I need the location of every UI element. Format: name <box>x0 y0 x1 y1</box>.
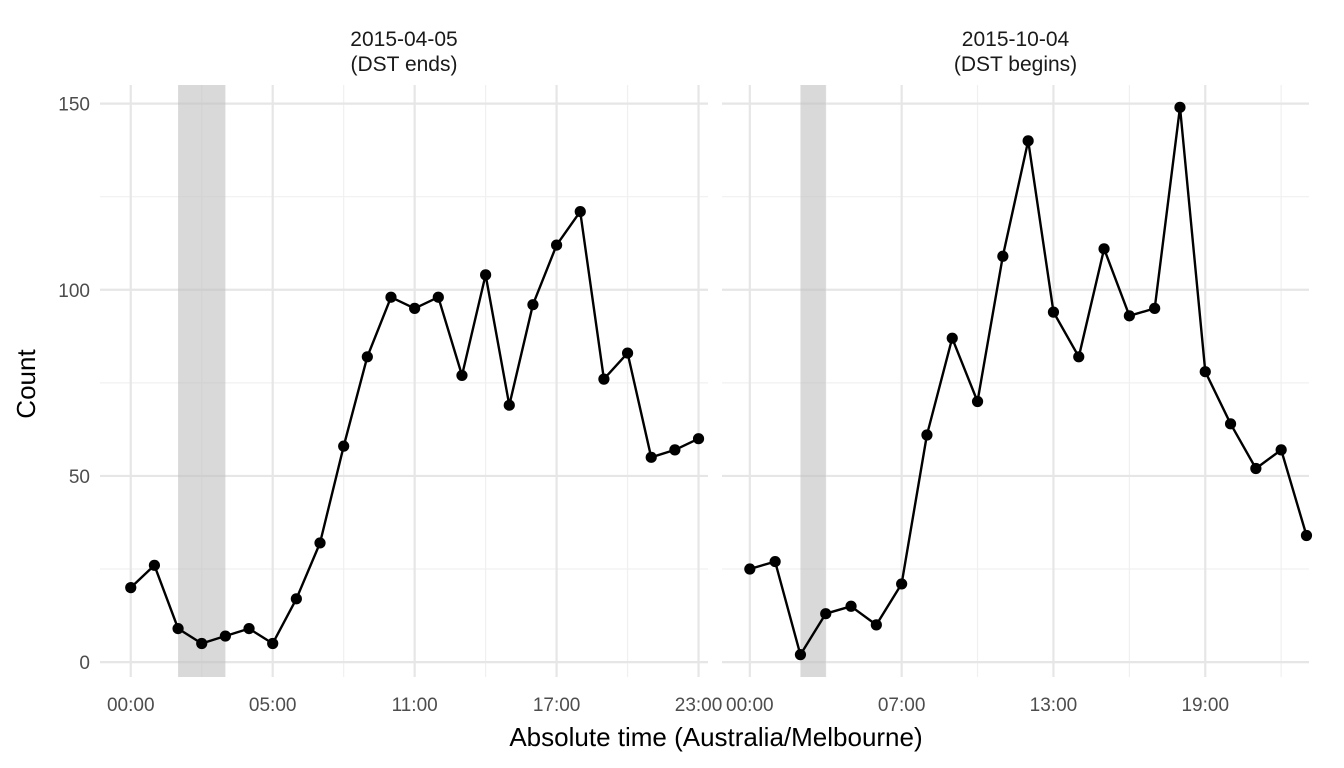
x-tick-label: 19:00 <box>1181 695 1229 716</box>
facet-title-note: (DST begins) <box>954 53 1077 76</box>
data-point <box>1098 243 1110 255</box>
data-point <box>574 205 586 218</box>
data-point <box>896 578 908 590</box>
data-point <box>409 302 421 314</box>
data-point <box>946 332 958 344</box>
data-point <box>1174 101 1186 113</box>
series-line <box>749 106 1308 656</box>
data-point <box>385 291 397 303</box>
data-point <box>1250 462 1262 475</box>
data-point <box>845 600 857 612</box>
data-point <box>361 351 373 363</box>
panel-1: 00:00 05:00 11:00 17:00 23:00 0 50 100 150 2015-0… <box>58 28 722 716</box>
data-point <box>480 269 492 281</box>
data-point <box>794 649 807 661</box>
facet-title-date: 2015-10-04 <box>962 28 1070 51</box>
data-point <box>769 555 781 568</box>
facet-title-date: 2015-04-05 <box>350 28 457 51</box>
x-tick-label: 00:00 <box>107 695 155 716</box>
data-point <box>550 239 563 251</box>
data-point <box>219 630 231 642</box>
data-point <box>172 622 184 635</box>
data-point <box>432 291 444 303</box>
y-tick-label: 0 <box>79 653 90 674</box>
data-point <box>1073 351 1085 363</box>
data-point <box>1123 310 1135 322</box>
y-tick-label: 100 <box>58 281 90 302</box>
data-point <box>503 399 515 411</box>
data-point <box>621 347 634 359</box>
y-axis-title: Count <box>11 349 41 419</box>
data-point <box>338 440 350 452</box>
data-point <box>1022 135 1034 147</box>
data-point <box>314 537 326 549</box>
data-point <box>196 637 208 650</box>
facet-title-note: (DST ends) <box>351 53 458 76</box>
data-point <box>527 299 539 311</box>
x-tick-label: 05:00 <box>249 695 297 716</box>
x-tick-label: 17:00 <box>533 695 581 716</box>
dst-shade <box>800 85 826 677</box>
data-point <box>870 619 882 631</box>
data-point <box>267 637 279 650</box>
x-axis-title: Absolute time (Australia/Melbourne) <box>509 722 922 752</box>
panel-2: 00:00 07:00 13:00 19:00 2015-10-04(DST begin… <box>722 28 1313 716</box>
data-point <box>148 559 161 571</box>
x-tick-label: 23:00 <box>675 695 723 716</box>
x-tick-label: 07:00 <box>878 695 926 716</box>
data-point <box>1300 529 1313 542</box>
data-point <box>645 451 657 463</box>
data-point <box>820 608 832 620</box>
data-point <box>971 395 984 408</box>
data-point <box>997 250 1009 262</box>
data-point <box>598 373 610 385</box>
data-point <box>1224 418 1237 430</box>
y-tick-label: 50 <box>69 467 90 488</box>
data-point <box>1199 366 1211 378</box>
data-point <box>1275 444 1287 456</box>
data-point <box>290 593 302 605</box>
data-point <box>744 563 756 575</box>
dst-shade <box>178 85 226 677</box>
x-tick-label: 11:00 <box>392 695 438 716</box>
data-point <box>243 622 255 635</box>
x-tick-label: 13:00 <box>1030 695 1078 716</box>
data-point <box>456 369 468 382</box>
data-point <box>921 429 933 441</box>
data-point <box>125 582 137 594</box>
data-point <box>692 433 705 445</box>
data-point <box>1047 306 1060 318</box>
data-point <box>1149 302 1161 314</box>
x-tick-label: 00:00 <box>726 695 774 716</box>
y-tick-label: 150 <box>58 95 90 116</box>
data-point <box>669 444 681 456</box>
